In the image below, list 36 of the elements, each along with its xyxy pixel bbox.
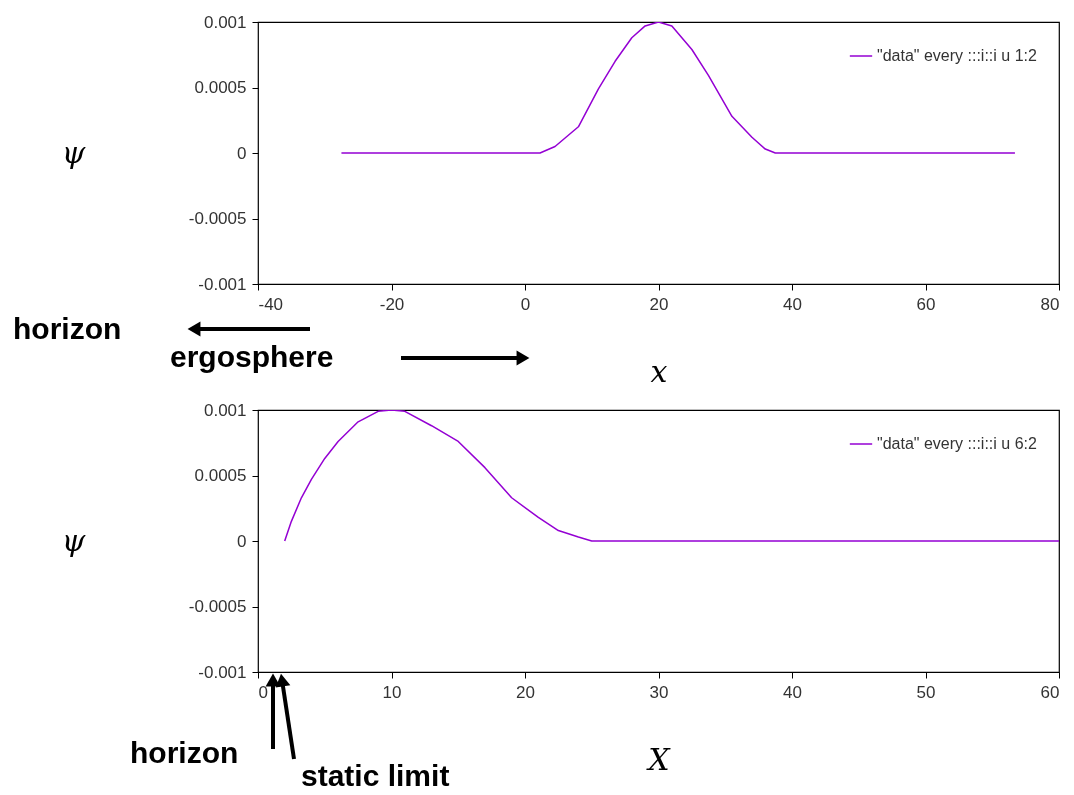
x-tick-label: 40 [783, 294, 802, 314]
x-tick-label: 40 [783, 682, 802, 702]
y-tick-label: 0.0005 [194, 78, 247, 97]
x-tick-label: 60 [916, 294, 936, 314]
y-tick-label: -0.0005 [188, 597, 247, 616]
text: horizon [130, 736, 239, 769]
x-tick-label: 20 [516, 682, 535, 702]
x-tick-label: 20 [649, 294, 669, 314]
x-tick-label: 10 [382, 682, 402, 702]
y-tick-label: -0.0005 [188, 209, 247, 228]
y-tick-label: -0.001 [198, 274, 247, 294]
y-tick-label: -0.001 [198, 662, 247, 682]
text: ergosphere [170, 340, 334, 373]
x-tick-label: 60 [1040, 682, 1060, 702]
x-tick-label: 50 [916, 682, 936, 702]
legend-label: "data" every :::i::i u 1:2 [877, 47, 1037, 64]
x-tick-label: -20 [379, 294, 405, 314]
x-axis-title: x [650, 353, 668, 389]
text: static limit [301, 759, 450, 792]
x-tick-label: 0 [520, 294, 531, 314]
line-series [340, 22, 1016, 154]
y-axis-title: ψ [61, 522, 86, 558]
y-tick-label: 0.001 [203, 12, 247, 32]
y-axis-title: ψ [61, 134, 86, 170]
legend-label: "data" every :::i::i u 6:2 [877, 435, 1037, 452]
y-tick-label: 0 [237, 143, 247, 163]
y-tick-label: 0 [237, 531, 247, 551]
x-tick-label: -40 [258, 294, 284, 314]
x-tick-label: 80 [1040, 294, 1060, 314]
text: horizon [13, 312, 122, 345]
line-series [283, 410, 1059, 542]
y-tick-label: 0.0005 [194, 466, 247, 485]
x-tick-label: 0 [258, 682, 268, 702]
y-tick-label: 0.001 [203, 400, 247, 420]
x-axis-title: X [646, 741, 672, 777]
x-tick-label: 30 [649, 682, 669, 702]
